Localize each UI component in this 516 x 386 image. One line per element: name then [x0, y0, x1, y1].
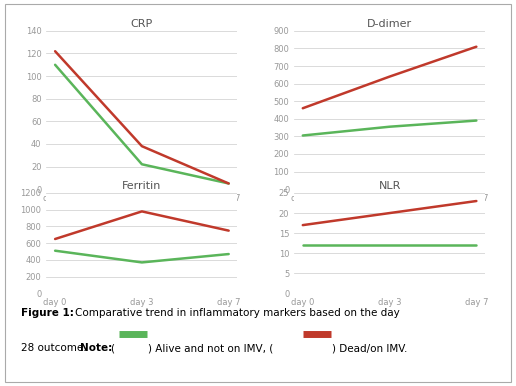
Title: D-dimer: D-dimer	[367, 19, 412, 29]
Text: Note:: Note:	[80, 343, 112, 353]
Text: (: (	[110, 343, 114, 353]
Text: Figure 1:: Figure 1:	[21, 308, 73, 318]
Text: ) Dead/on IMV.: ) Dead/on IMV.	[332, 343, 407, 353]
Title: NLR: NLR	[378, 181, 401, 191]
Title: CRP: CRP	[131, 19, 153, 29]
Text: Comparative trend in inflammatory markers based on the day: Comparative trend in inflammatory marker…	[75, 308, 400, 318]
Text: ) Alive and not on IMV, (: ) Alive and not on IMV, (	[148, 343, 273, 353]
Title: Ferritin: Ferritin	[122, 181, 162, 191]
Text: 28 outcome.: 28 outcome.	[21, 343, 89, 353]
